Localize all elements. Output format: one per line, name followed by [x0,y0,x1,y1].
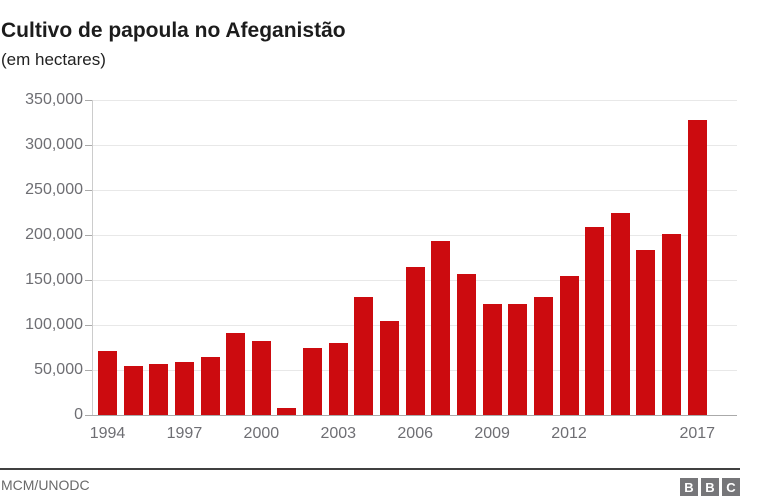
bar-1996 [149,363,169,415]
bar-2009 [482,304,502,415]
y-tick-mark [85,325,92,326]
x-tick-label-2003: 2003 [320,425,357,442]
plot-area [92,100,737,415]
gridline-350000 [92,100,737,101]
y-tick-mark [85,280,92,281]
x-slot-1997: 1997 [167,423,203,445]
y-tick-mark [85,190,92,191]
y-tick-mark [85,235,92,236]
x-slot-2014 [611,423,630,445]
x-slot-2006: 2006 [397,423,433,445]
source-credit: MCM/UNODC [1,477,90,493]
x-tick-label-1994: 1994 [89,425,126,442]
y-tick-label-150000: 150,000 [25,271,83,288]
bar-1999 [226,333,246,415]
bbc-logo-block-2: B [701,478,719,496]
bbc-logo-block-3: C [722,478,740,496]
y-tick-mark [85,370,92,371]
x-slot-2011 [534,423,553,445]
y-axis-line [92,100,93,415]
x-slot-1998 [201,423,220,445]
gridline-250000 [92,190,737,191]
x-slot-1999 [226,423,245,445]
x-slot-2003: 2003 [320,423,356,445]
bar-2015 [636,250,656,415]
bar-2002 [303,348,323,415]
x-slot-2008 [457,423,476,445]
x-tick-label-2009: 2009 [474,425,510,442]
bar-2005 [380,321,400,415]
bar-1998 [200,357,220,415]
y-tick-label-50000: 50,000 [34,361,83,378]
bar-2017 [687,119,707,415]
x-tick-label-2000: 2000 [243,425,280,442]
x-axis-labels: 1994 1997 2000 2003 2006 2009 2012 2017 [90,423,737,445]
x-slot-2007 [431,423,450,445]
y-tick-label-300000: 300,000 [25,136,83,153]
bar-2012 [559,276,579,415]
bar-2003 [328,343,348,415]
x-slot-1996 [149,423,168,445]
x-slot-1995 [124,423,143,445]
y-tick-label-250000: 250,000 [25,181,83,198]
bar-2008 [456,273,476,415]
y-tick-label-0: 0 [74,406,83,423]
y-tick-label-200000: 200,000 [25,226,83,243]
bar-1997 [174,362,194,415]
x-slot-2000: 2000 [244,423,280,445]
x-slot-1994: 1994 [90,423,126,445]
y-tick-mark [85,100,92,101]
bar-series [92,100,737,415]
x-slot-2001 [277,423,296,445]
gridline-300000 [92,145,737,146]
bar-2011 [533,297,553,415]
y-tick-mark [85,415,92,416]
bar-2007 [431,241,451,415]
bbc-logo-block-1: B [680,478,698,496]
x-slot-2016 [662,423,681,445]
x-slot-2005 [380,423,399,445]
gridline-200000 [92,235,737,236]
x-slot-2002 [303,423,322,445]
bar-2010 [508,304,528,415]
chart-subtitle: (em hectares) [1,50,106,69]
x-tick-label-2006: 2006 [397,425,433,442]
x-slot-2012: 2012 [551,423,587,445]
bar-2006 [405,266,425,415]
x-tick-label-1997: 1997 [166,425,203,442]
x-slot-2013 [585,423,604,445]
y-tick-label-350000: 350,000 [25,91,83,108]
footer-divider [0,468,740,470]
x-slot-2010 [508,423,527,445]
bar-2004 [354,297,374,415]
x-slot-2009: 2009 [474,423,510,445]
x-axis-line [92,415,737,416]
bar-2016 [662,234,682,415]
chart-title: Cultivo de papoula no Afeganistão [1,19,346,43]
bar-1995 [123,366,143,415]
bar-2001 [277,407,297,415]
bar-2014 [610,213,630,415]
x-tick-label-2017: 2017 [679,425,716,442]
x-slot-2004 [354,423,373,445]
y-tick-mark [85,145,92,146]
bar-2000 [251,341,271,415]
bar-1994 [98,350,117,415]
x-tick-label-2012: 2012 [551,425,587,442]
y-tick-label-100000: 100,000 [25,316,83,333]
x-slot-2015 [636,423,655,445]
bar-2013 [585,226,605,415]
x-slot-2017: 2017 [679,423,715,445]
